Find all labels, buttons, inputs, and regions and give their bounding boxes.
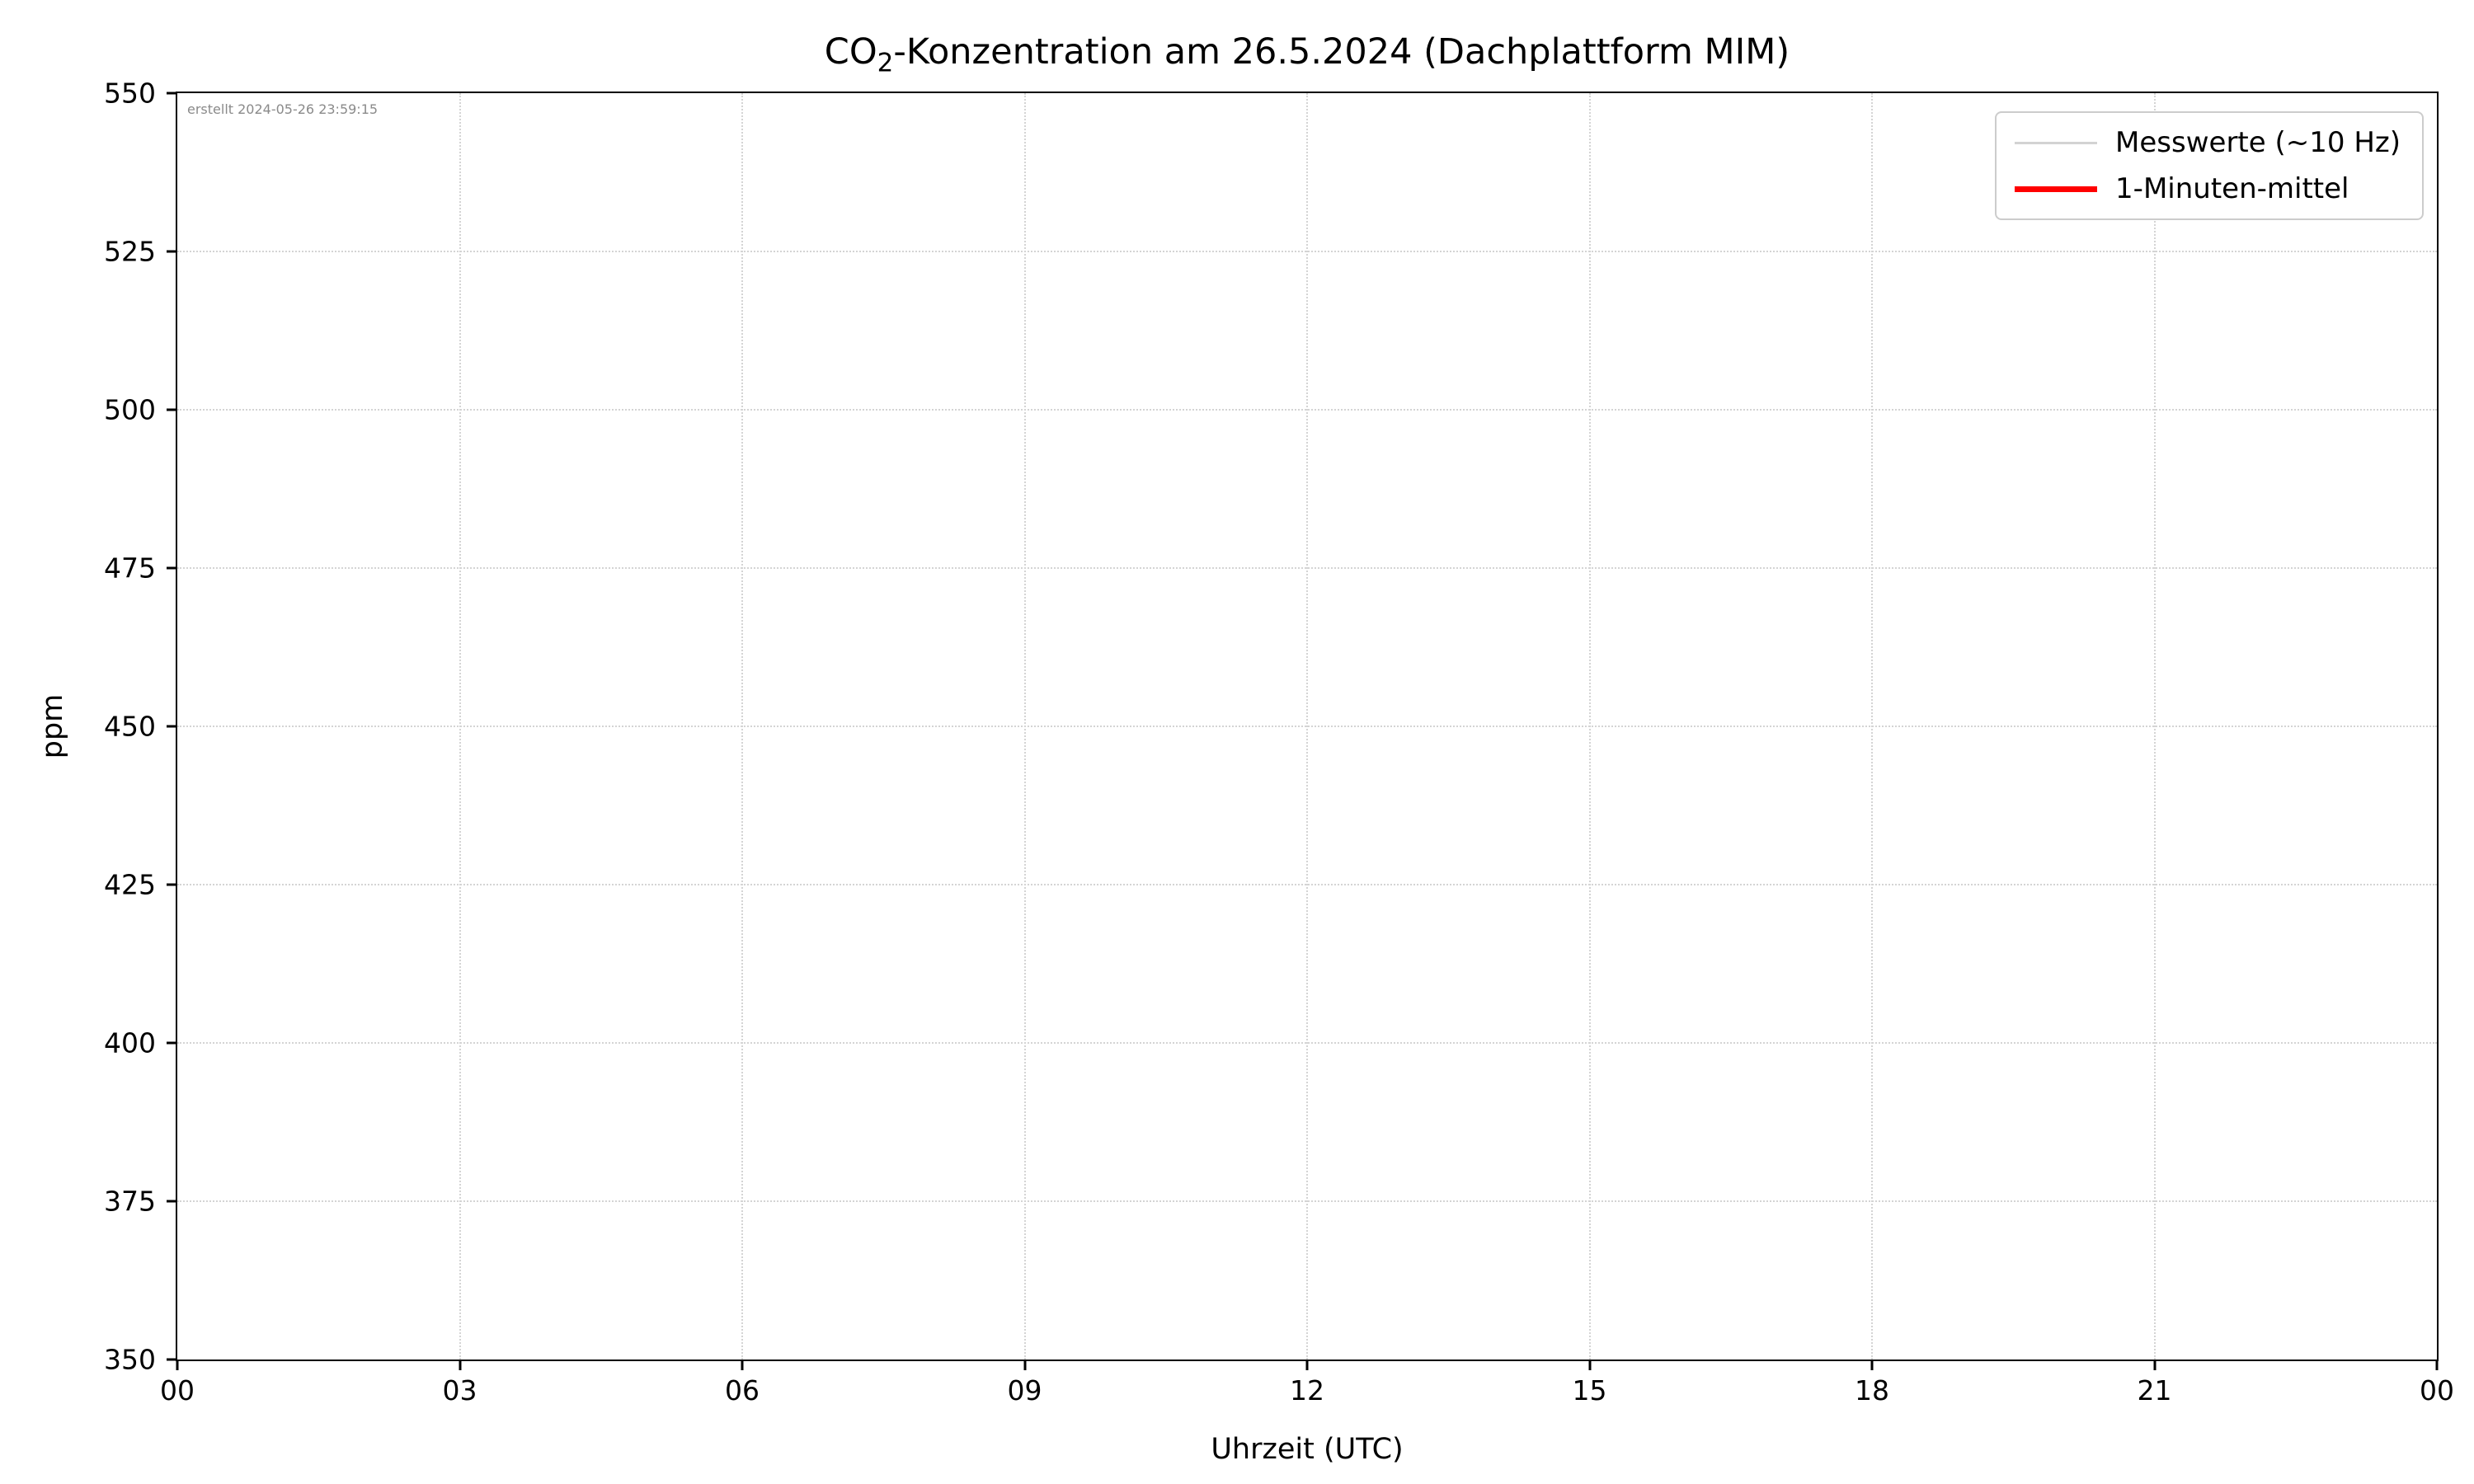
legend-label-minuten-mittel: 1-Minuten-mittel (2115, 172, 2349, 205)
x-tick-label: 03 (442, 1374, 477, 1407)
y-tick-mark (167, 92, 176, 95)
y-tick-mark (167, 1358, 176, 1361)
x-tick-mark (176, 1361, 179, 1370)
legend-line-sample-gray (2015, 141, 2098, 144)
chart-title-subscript: 2 (877, 48, 894, 78)
x-axis-label: Uhrzeit (UTC) (1211, 1433, 1404, 1466)
y-tick-label: 475 (104, 552, 156, 585)
gridline-vertical (741, 93, 743, 1360)
chart-title-suffix: -Konzentration am 26.5.2024 (Dachplattfo… (893, 31, 1790, 73)
legend-item-minuten-mittel: 1-Minuten-mittel (2015, 172, 2401, 205)
gridline-vertical (1306, 93, 1308, 1360)
x-tick-mark (741, 1361, 744, 1370)
x-tick-label: 00 (160, 1374, 195, 1407)
y-tick-mark (167, 408, 176, 411)
y-tick-mark (167, 1041, 176, 1045)
x-tick-mark (2153, 1361, 2156, 1370)
x-tick-mark (1870, 1361, 1874, 1370)
y-tick-label: 375 (104, 1185, 156, 1218)
legend-line-sample-red (2015, 186, 2098, 192)
y-tick-label: 500 (104, 393, 156, 426)
y-axis-label: ppm (36, 693, 69, 759)
x-tick-label: 12 (1290, 1374, 1324, 1407)
y-tick-mark (167, 883, 176, 886)
y-tick-mark (167, 1200, 176, 1203)
x-tick-label: 06 (725, 1374, 760, 1407)
x-tick-mark (1588, 1361, 1591, 1370)
y-tick-label: 400 (104, 1026, 156, 1059)
y-tick-label: 450 (104, 710, 156, 743)
x-tick-label: 09 (1007, 1374, 1042, 1407)
x-tick-label: 21 (2137, 1374, 2172, 1407)
legend: Messwerte (~10 Hz) 1-Minuten-mittel (1995, 111, 2424, 220)
y-tick-label: 350 (104, 1343, 156, 1376)
created-timestamp: erstellt 2024-05-26 23:59:15 (187, 101, 379, 117)
x-tick-mark (2435, 1361, 2439, 1370)
y-tick-mark (167, 250, 176, 253)
y-tick-label: 525 (104, 235, 156, 268)
legend-label-messwerte: Messwerte (~10 Hz) (2115, 126, 2401, 159)
gridline-vertical (459, 93, 461, 1360)
x-tick-mark (459, 1361, 461, 1370)
x-tick-label: 18 (1855, 1374, 1889, 1407)
gridline-vertical (2153, 93, 2156, 1360)
plot-area: erstellt 2024-05-26 23:59:15 Messwerte (… (104, 77, 2454, 1407)
y-tick-mark (167, 725, 176, 728)
x-tick-mark (1305, 1361, 1309, 1370)
gridline-vertical (1588, 93, 1591, 1360)
y-tick-label: 425 (104, 868, 156, 901)
y-tick-label: 550 (104, 77, 156, 110)
chart-title: CO2-Konzentration am 26.5.2024 (Dachplat… (176, 31, 2439, 78)
gridline-vertical (1871, 93, 1873, 1360)
legend-item-messwerte: Messwerte (~10 Hz) (2015, 126, 2401, 159)
y-tick-mark (167, 566, 176, 570)
x-tick-label: 00 (2420, 1374, 2454, 1407)
chart-title-prefix: CO (824, 31, 877, 73)
gridline-vertical (1023, 93, 1026, 1360)
x-tick-mark (1023, 1361, 1026, 1370)
x-tick-label: 15 (1572, 1374, 1607, 1407)
